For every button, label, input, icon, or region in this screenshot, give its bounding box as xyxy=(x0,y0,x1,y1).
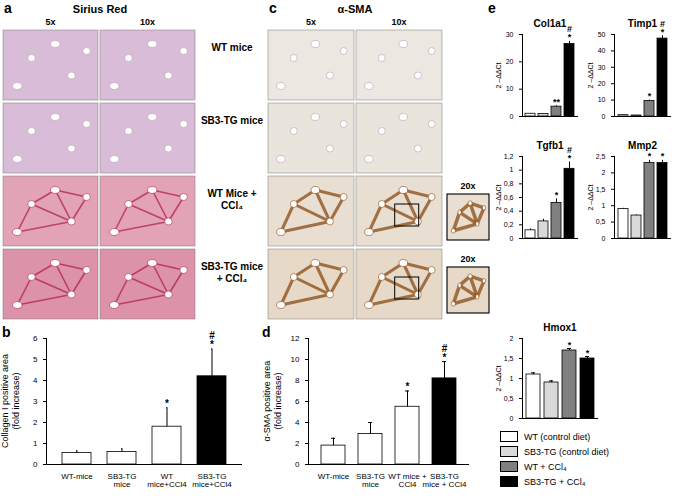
svg-text:#: # xyxy=(442,343,448,354)
svg-text:2 –ΔΔCt: 2 –ΔΔCt xyxy=(587,184,594,210)
svg-text:WT mice +CCl4: WT mice +CCl4 xyxy=(388,472,427,489)
html-text:Sirius Red: Sirius Red xyxy=(72,3,128,15)
svg-text:2: 2 xyxy=(510,335,514,342)
svg-text:*: * xyxy=(648,151,652,161)
svg-text:2 –ΔΔCt: 2 –ΔΔCt xyxy=(587,62,594,88)
svg-text:*: * xyxy=(661,151,665,161)
svg-text:2 –ΔΔCt: 2 –ΔΔCt xyxy=(495,184,502,210)
svg-text:SB3-TGmice: SB3-TGmice xyxy=(356,472,385,489)
html-text:e: e xyxy=(488,0,496,16)
svg-text:12: 12 xyxy=(291,334,300,343)
html-text:5x: 5x xyxy=(45,17,56,27)
svg-text:WTmice+CCl4: WTmice+CCl4 xyxy=(147,472,187,489)
html-text:Tgfb1: Tgfb1 xyxy=(536,140,564,151)
svg-text:#: # xyxy=(660,19,665,29)
html-text:WT (control diet): WT (control diet) xyxy=(524,431,591,442)
svg-text:50: 50 xyxy=(598,31,606,38)
svg-text:0: 0 xyxy=(33,460,38,469)
svg-text:0: 0 xyxy=(510,113,514,120)
svg-text:2: 2 xyxy=(602,169,606,176)
svg-text:20: 20 xyxy=(598,80,606,87)
svg-text:*: * xyxy=(568,340,572,350)
svg-text:8: 8 xyxy=(295,376,300,385)
html-text:d: d xyxy=(262,324,271,340)
html-text:5x: 5x xyxy=(306,17,316,27)
svg-text:10: 10 xyxy=(598,96,606,103)
html-text:WT + CCl₄: WT + CCl₄ xyxy=(524,461,567,472)
svg-text:0: 0 xyxy=(602,113,606,120)
svg-text:1,5: 1,5 xyxy=(504,355,514,362)
svg-text:0,5: 0,5 xyxy=(504,395,514,402)
svg-text:#: # xyxy=(209,330,215,341)
html-text:α-SMA: α-SMA xyxy=(337,3,373,15)
svg-text:1: 1 xyxy=(33,439,38,448)
svg-text:2 –ΔΔCt: 2 –ΔΔCt xyxy=(495,365,502,391)
svg-text:1: 1 xyxy=(510,166,514,173)
svg-text:2,5: 2,5 xyxy=(596,153,606,160)
html-text:10x: 10x xyxy=(391,17,407,27)
html-text:SB3-TG mice: SB3-TG mice xyxy=(200,115,264,126)
svg-text:30: 30 xyxy=(598,64,606,71)
svg-text:3: 3 xyxy=(33,397,38,406)
html-text:Hmox1: Hmox1 xyxy=(543,322,577,333)
svg-text:0,6: 0,6 xyxy=(504,194,514,201)
svg-text:SB3-TGmice+CCl4: SB3-TGmice+CCl4 xyxy=(192,472,232,489)
svg-text:30: 30 xyxy=(506,31,514,38)
svg-text:5: 5 xyxy=(33,355,38,364)
svg-text:2 –ΔΔCt: 2 –ΔΔCt xyxy=(495,62,502,88)
svg-text:SB3-TGmice + CCl4: SB3-TGmice + CCl4 xyxy=(423,472,467,489)
svg-text:20: 20 xyxy=(506,58,514,65)
html-text:b: b xyxy=(2,324,11,340)
svg-text:1: 1 xyxy=(510,375,514,382)
svg-text:*: * xyxy=(555,190,559,200)
svg-text:*: * xyxy=(586,348,590,358)
svg-text:#: # xyxy=(567,145,572,155)
svg-text:10: 10 xyxy=(506,85,514,92)
html-text:a: a xyxy=(4,0,12,16)
html-text:Timp1: Timp1 xyxy=(627,18,658,29)
svg-text:0,2: 0,2 xyxy=(504,221,514,228)
svg-text:2: 2 xyxy=(295,439,300,448)
svg-text:WT-mice: WT-mice xyxy=(318,472,350,481)
svg-text:#: # xyxy=(567,24,572,34)
svg-text:1,5: 1,5 xyxy=(596,186,606,193)
html-text:Collagen I positive area (fold: Collagen I positive area (fold increase) xyxy=(0,354,21,448)
svg-text:4: 4 xyxy=(295,418,300,427)
html-text:20x: 20x xyxy=(460,181,476,191)
svg-text:1: 1 xyxy=(602,202,606,209)
svg-text:*: * xyxy=(165,398,169,409)
html-text:SB3-TG mice + CCl₄: SB3-TG mice + CCl₄ xyxy=(200,261,264,284)
svg-text:6: 6 xyxy=(295,397,300,406)
svg-text:0: 0 xyxy=(295,460,300,469)
svg-text:1,2: 1,2 xyxy=(504,153,514,160)
html-text:WT Mice + CCl₄: WT Mice + CCl₄ xyxy=(207,188,257,211)
svg-text:0,8: 0,8 xyxy=(504,180,514,187)
svg-text:0,5: 0,5 xyxy=(596,218,606,225)
svg-text:0,4: 0,4 xyxy=(504,207,514,214)
svg-text:*: * xyxy=(648,91,652,101)
html-text:SB3-TG (control diet): SB3-TG (control diet) xyxy=(524,446,609,457)
svg-text:10: 10 xyxy=(291,355,300,364)
html-text:10x: 10x xyxy=(140,17,155,27)
svg-text:40: 40 xyxy=(598,47,606,54)
html-text:Mmp2: Mmp2 xyxy=(628,140,657,151)
html-text:WT mice: WT mice xyxy=(211,42,253,53)
html-text:Col1a1: Col1a1 xyxy=(533,18,567,29)
html-text:α-SMA positive area (fold incr: α-SMA positive area (fold increase) xyxy=(262,360,283,442)
html-text:c: c xyxy=(269,0,277,16)
html-text:SB3-TG + CCl₄: SB3-TG + CCl₄ xyxy=(524,476,586,487)
svg-text:*: * xyxy=(406,381,410,392)
svg-text:2: 2 xyxy=(33,418,38,427)
svg-text:**: ** xyxy=(553,97,561,107)
html-text:20x: 20x xyxy=(460,254,476,264)
svg-text:0: 0 xyxy=(602,235,606,242)
svg-text:0: 0 xyxy=(510,415,514,422)
svg-text:4: 4 xyxy=(33,376,38,385)
svg-text:6: 6 xyxy=(33,334,38,343)
svg-text:SB3-TGmice: SB3-TGmice xyxy=(108,472,137,489)
svg-text:WT-mice: WT-mice xyxy=(61,472,93,481)
svg-text:0: 0 xyxy=(510,235,514,242)
